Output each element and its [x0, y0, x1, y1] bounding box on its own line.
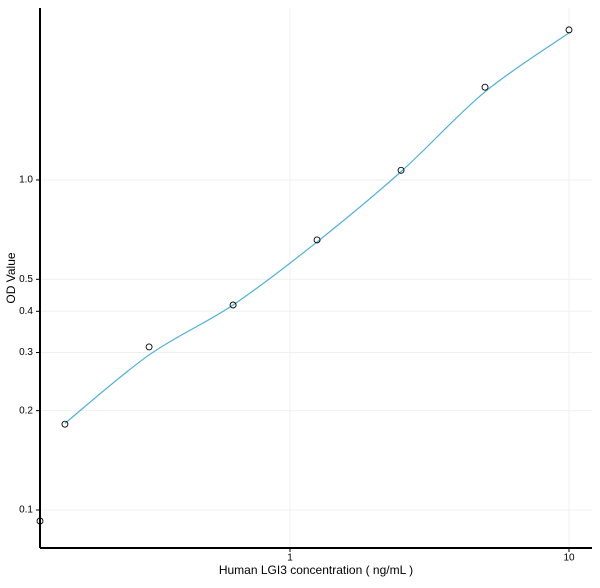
- x-axis-label: Human LGI3 concentration ( ng/mL ): [219, 563, 413, 577]
- y-tick-label: 0.2: [19, 405, 33, 416]
- point: [313, 236, 321, 244]
- y-tick-label: 0.3: [19, 347, 33, 358]
- y-tick-label: 1.0: [19, 175, 33, 186]
- point: [397, 166, 405, 174]
- point: [36, 517, 44, 525]
- point: [61, 420, 69, 428]
- x-tick-label: 1: [287, 553, 293, 564]
- point: [229, 301, 237, 309]
- point: [481, 83, 489, 91]
- y-axis-label: OD Value: [4, 252, 18, 303]
- y-tick-label: 0.5: [19, 274, 33, 285]
- fit-curve: [64, 32, 570, 424]
- point: [565, 26, 573, 34]
- x-tick-label: 10: [563, 553, 575, 564]
- point: [145, 343, 153, 351]
- y-tick-label: 0.4: [19, 306, 33, 317]
- y-tick-label: 0.1: [19, 505, 33, 516]
